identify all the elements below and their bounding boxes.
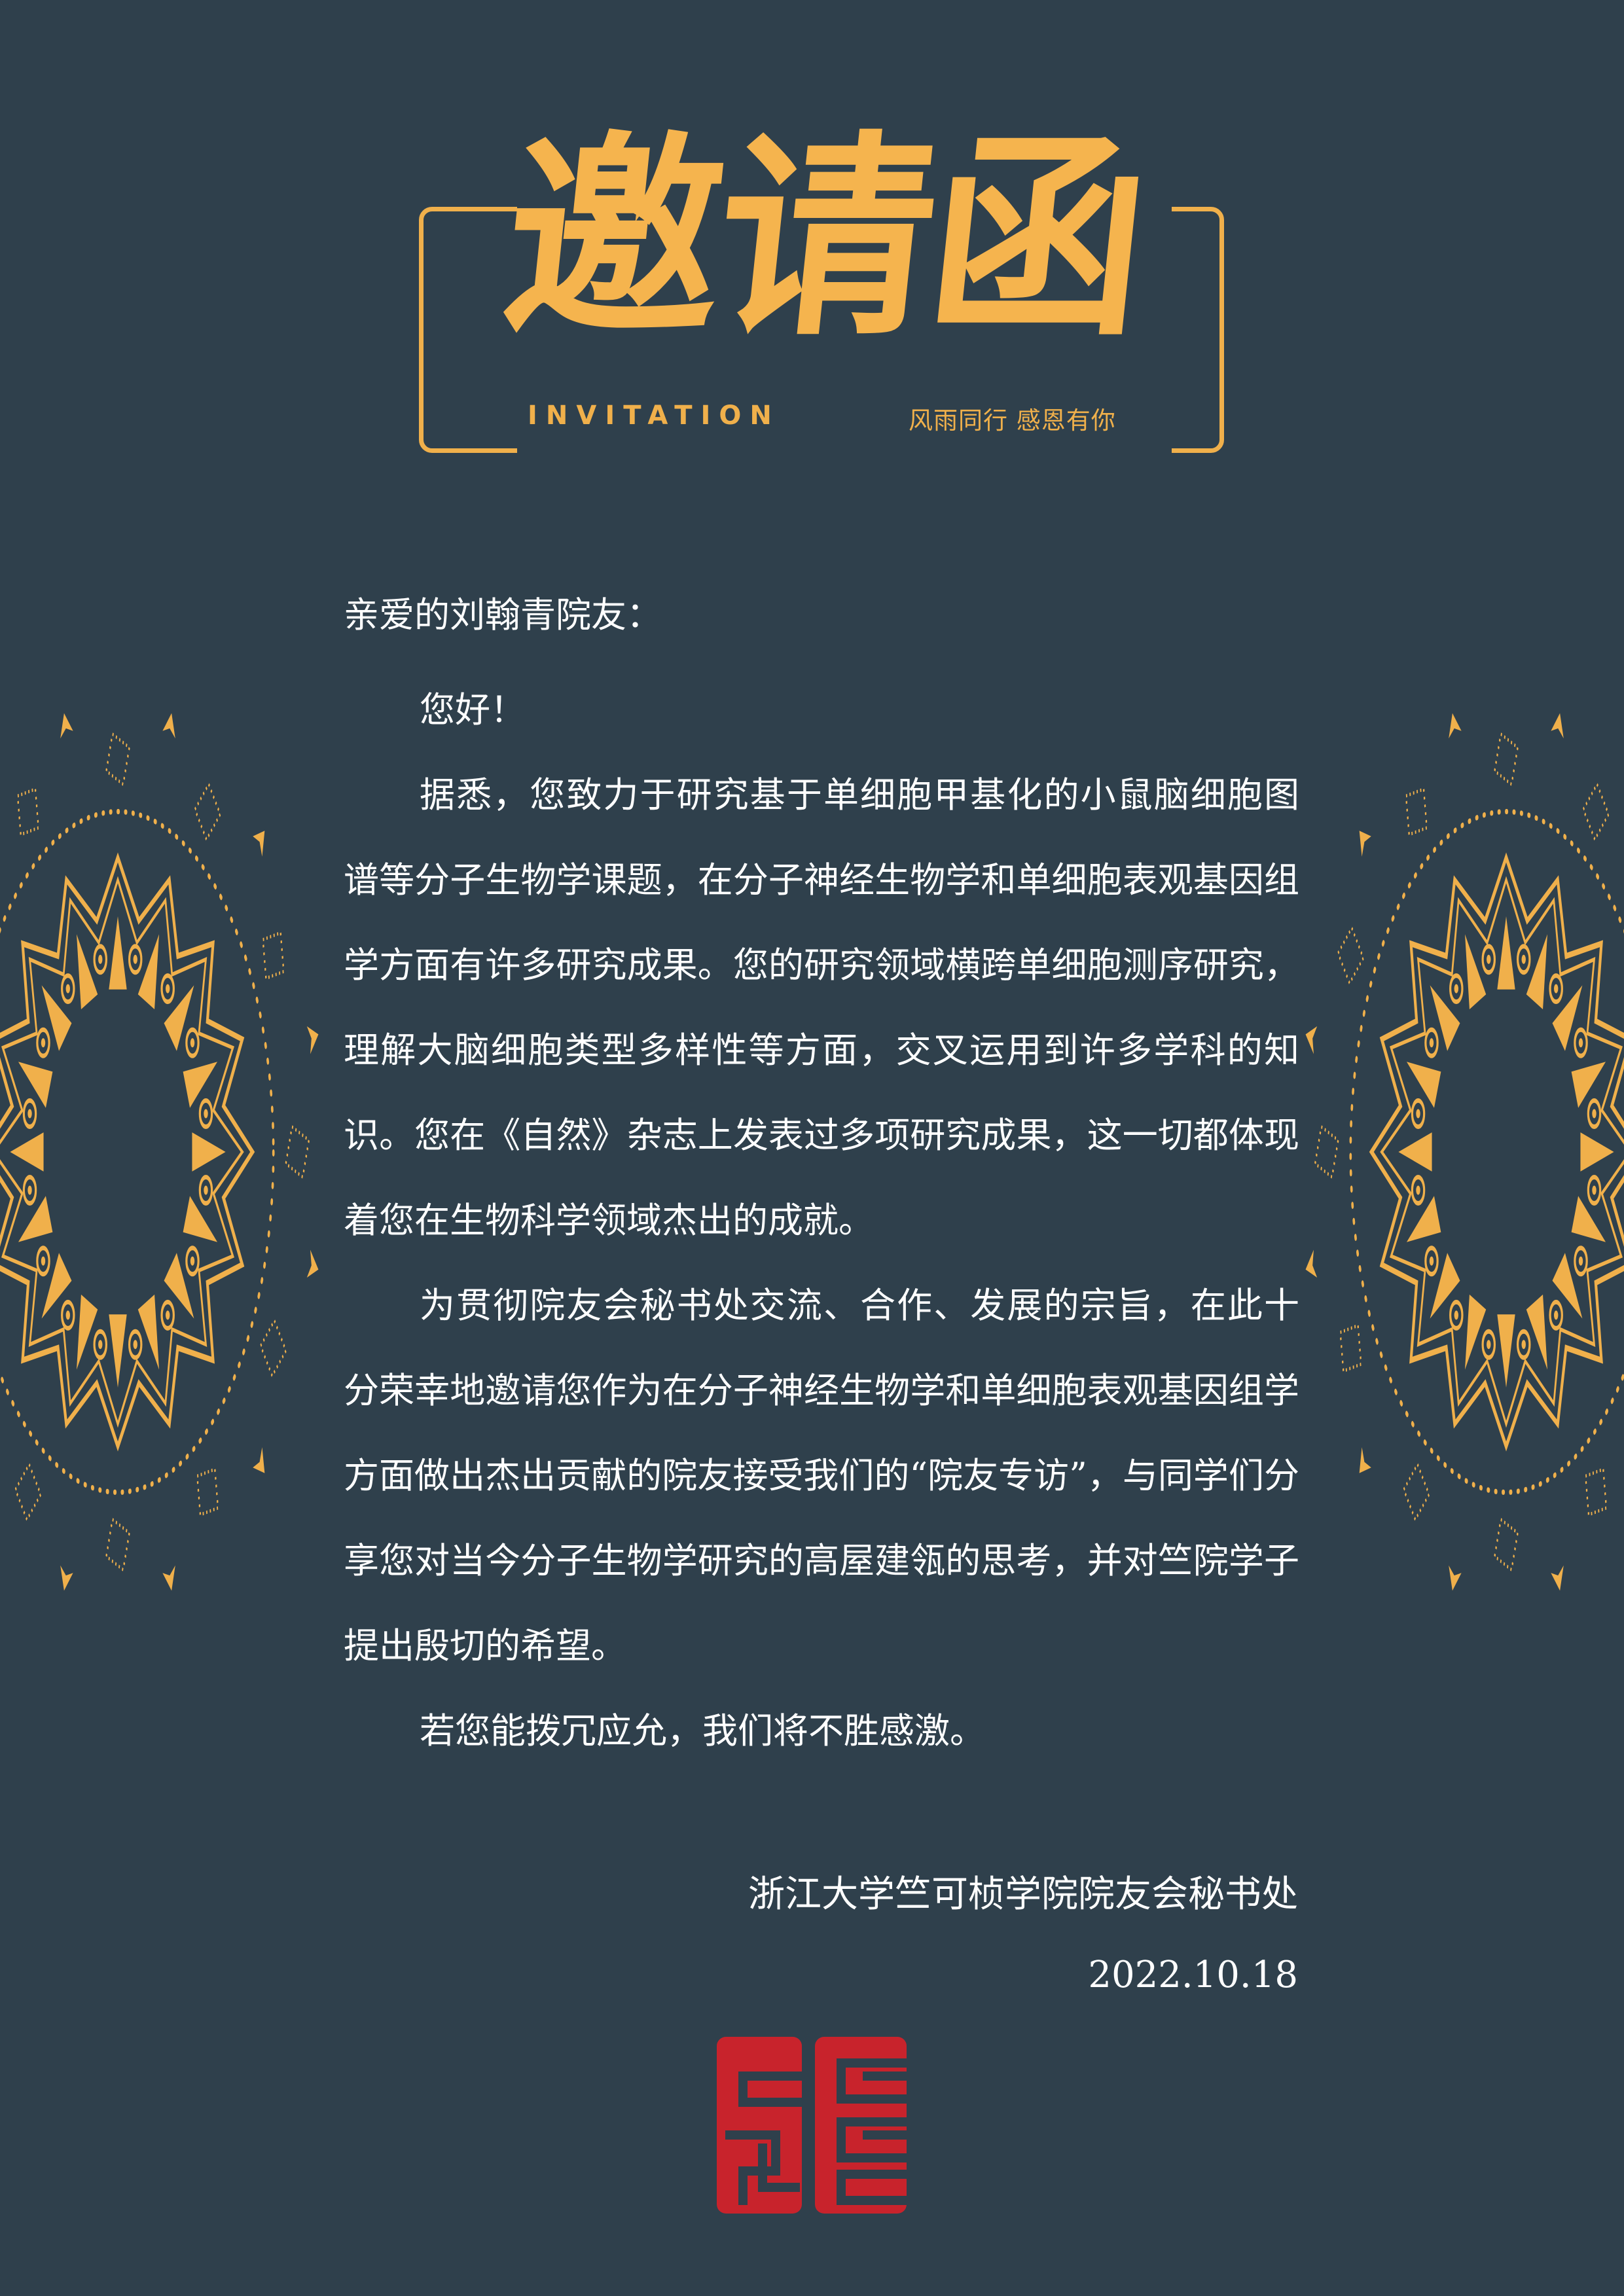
sender-name: 浙江大学竺可桢学院院友会秘书处 — [748, 1873, 1298, 1916]
paragraph-research: 据悉，您致力于研究基于单细胞甲基化的小鼠脑细胞图谱等分子生物学课题，在分子神经生… — [344, 774, 1299, 1241]
letter-body: 亲爱的刘翰青院友： 您好！ 据悉，您致力于研究基于单细胞甲基化的小鼠脑细胞图谱等… — [344, 583, 1299, 1774]
title-slogan: 风雨同行 感恩有你 — [909, 406, 1116, 435]
page-title: 邀请函 — [493, 113, 1157, 365]
paragraph-closing: 若您能拨冗应允，我们将不胜感激。 — [420, 1710, 985, 1751]
letter-date: 2022.10.18 — [1088, 1954, 1298, 1996]
greeting: 您好！ — [420, 689, 526, 730]
mandala-ornament-left — [0, 713, 319, 1591]
signature-block: 浙江大学竺可桢学院院友会秘书处 2022.10.18 — [748, 1852, 1298, 2008]
college-seal-logo — [717, 2037, 907, 2214]
salutation: 亲爱的刘翰青院友： — [344, 594, 662, 636]
paragraph-invitation: 为贯彻院友会秘书处交流、合作、发展的宗旨，在此十分荣幸地邀请您作为在分子神经生物… — [344, 1285, 1299, 1666]
title-english: INVITATION — [528, 401, 780, 431]
mandala-ornament-right — [1305, 713, 1624, 1591]
